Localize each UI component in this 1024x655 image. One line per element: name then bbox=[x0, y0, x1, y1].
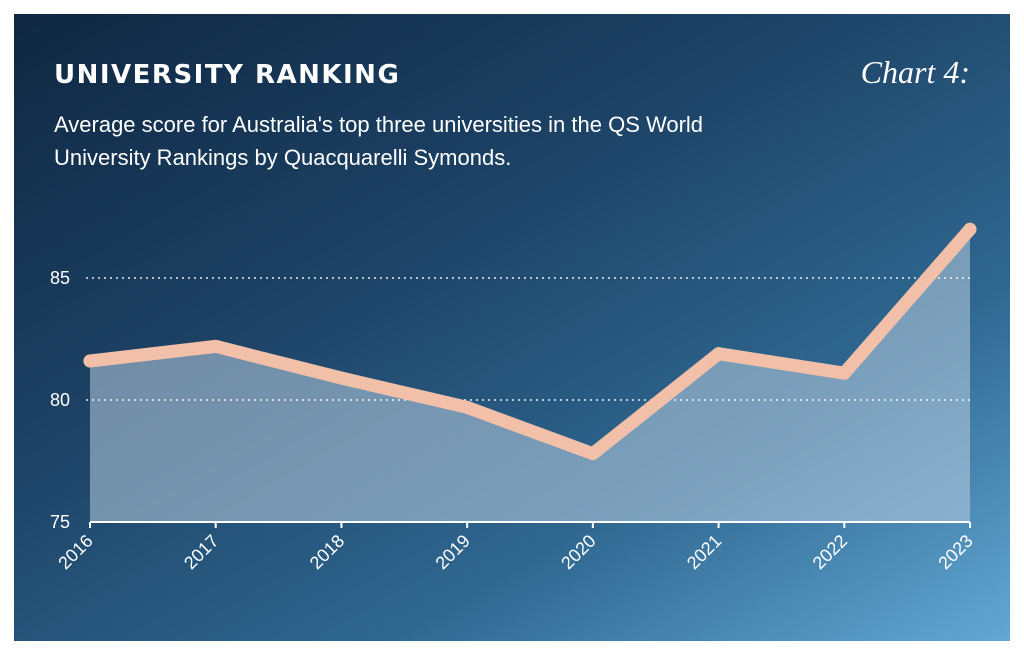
x-tick-label-2022: 2022 bbox=[809, 531, 851, 573]
x-tick-label-2020: 2020 bbox=[557, 531, 599, 573]
chart-subtitle: Average score for Australia's top three … bbox=[54, 112, 704, 170]
x-tick-label-2016: 2016 bbox=[54, 531, 96, 573]
y-tick-label-75: 75 bbox=[50, 512, 70, 532]
x-tick-label-2021: 2021 bbox=[683, 531, 725, 573]
data-point-2023 bbox=[963, 222, 977, 236]
x-tick-label-2019: 2019 bbox=[432, 531, 474, 573]
chart-number-label: Chart 4: bbox=[860, 54, 970, 90]
chart-title: UNIVERSITY RANKING bbox=[54, 60, 401, 90]
data-point-2019 bbox=[460, 400, 474, 414]
chart-card: UNIVERSITY RANKING Chart 4: Average scor… bbox=[14, 14, 1010, 641]
series-line bbox=[83, 222, 977, 461]
x-tick-label-2018: 2018 bbox=[306, 531, 348, 573]
y-tick-label-80: 80 bbox=[50, 390, 70, 410]
x-tick-label-2017: 2017 bbox=[180, 531, 222, 573]
data-point-2021 bbox=[712, 347, 726, 361]
x-tick-label-2023: 2023 bbox=[934, 531, 976, 573]
data-point-2017 bbox=[209, 339, 223, 353]
data-point-2022 bbox=[837, 366, 851, 380]
data-point-2018 bbox=[334, 371, 348, 385]
data-point-2020 bbox=[586, 447, 600, 461]
area-chart: 75 80 85 2016 2017 2018 2019 2020 2021 2022 2023 bbox=[50, 222, 977, 573]
data-point-2016 bbox=[83, 354, 97, 368]
y-tick-label-85: 85 bbox=[50, 268, 70, 288]
area-fill bbox=[90, 229, 970, 523]
